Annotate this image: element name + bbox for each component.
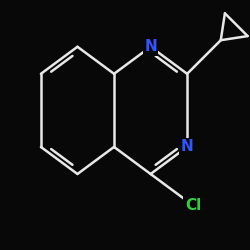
Text: N: N bbox=[181, 140, 194, 154]
Text: Cl: Cl bbox=[185, 198, 201, 213]
Text: N: N bbox=[144, 39, 157, 54]
